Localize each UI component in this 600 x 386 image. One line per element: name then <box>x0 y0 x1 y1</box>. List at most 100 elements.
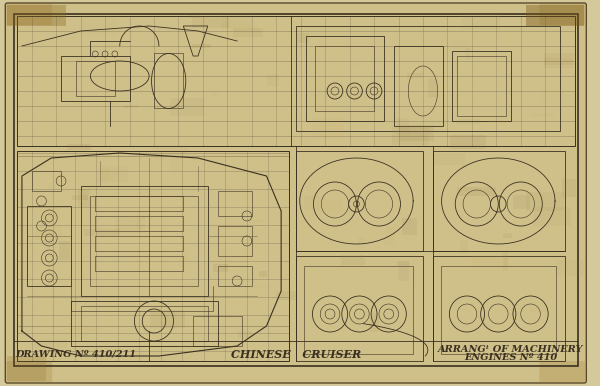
Bar <box>296 151 423 251</box>
Bar <box>259 271 268 277</box>
Bar <box>557 260 585 276</box>
FancyBboxPatch shape <box>5 3 586 383</box>
Bar <box>530 308 547 313</box>
Bar <box>433 256 565 361</box>
Text: ENGINES Nº 410: ENGINES Nº 410 <box>464 354 557 362</box>
FancyBboxPatch shape <box>539 4 586 25</box>
Bar <box>369 313 379 332</box>
Bar <box>465 48 470 60</box>
Bar <box>154 145 188 158</box>
Bar <box>402 218 417 235</box>
Bar <box>67 144 91 150</box>
Bar <box>218 266 252 286</box>
Bar <box>398 261 409 281</box>
Bar <box>540 89 564 103</box>
Bar <box>100 166 128 183</box>
Bar <box>193 44 211 47</box>
Bar <box>78 189 89 207</box>
Bar <box>134 215 141 229</box>
Bar <box>95 216 184 231</box>
Bar <box>238 331 252 338</box>
Bar <box>296 256 423 361</box>
Bar <box>267 74 278 86</box>
Bar <box>95 236 184 251</box>
Bar <box>84 229 120 236</box>
Bar <box>341 255 365 265</box>
Bar <box>462 14 501 29</box>
Bar <box>530 113 554 117</box>
Bar <box>440 266 556 354</box>
Bar <box>79 15 118 35</box>
Bar <box>313 119 343 138</box>
Bar <box>221 24 259 32</box>
Bar <box>544 58 573 68</box>
Text: CHINESE   CRUISER: CHINESE CRUISER <box>230 349 361 359</box>
Bar <box>218 191 252 216</box>
Bar <box>75 191 87 201</box>
Bar <box>351 60 362 69</box>
Bar <box>76 61 115 96</box>
Bar <box>71 301 218 346</box>
Bar <box>7 5 66 26</box>
Bar <box>317 200 341 213</box>
Bar <box>316 46 374 111</box>
Bar <box>73 327 101 332</box>
Bar <box>434 153 465 164</box>
Bar <box>184 283 199 294</box>
Bar <box>35 226 62 240</box>
Bar <box>233 28 263 37</box>
Bar <box>460 240 468 254</box>
Bar <box>40 206 59 222</box>
Bar <box>396 118 409 133</box>
Bar <box>562 178 576 196</box>
Bar <box>456 119 480 124</box>
Bar <box>457 186 496 196</box>
Bar <box>218 249 232 268</box>
Bar <box>453 40 469 49</box>
Bar <box>32 171 61 191</box>
Bar <box>115 217 145 233</box>
FancyBboxPatch shape <box>539 361 586 382</box>
Bar <box>457 56 506 116</box>
Bar <box>281 222 310 229</box>
Bar <box>97 168 110 181</box>
Bar <box>296 33 309 43</box>
Bar <box>398 125 434 141</box>
Bar <box>470 255 508 266</box>
Bar <box>385 227 395 246</box>
Bar <box>526 5 584 26</box>
Bar <box>428 79 437 97</box>
Bar <box>358 237 365 245</box>
Bar <box>250 285 274 288</box>
Bar <box>503 251 508 270</box>
Bar <box>61 56 130 101</box>
Bar <box>450 135 487 149</box>
Bar <box>80 306 208 341</box>
Bar <box>305 36 384 121</box>
Bar <box>304 196 319 210</box>
Bar <box>170 98 203 116</box>
Bar <box>433 151 565 251</box>
Bar <box>397 261 410 267</box>
FancyBboxPatch shape <box>6 4 52 25</box>
Text: ARRANGᵗ OF MACHINERY: ARRANGᵗ OF MACHINERY <box>438 344 584 354</box>
Bar <box>80 186 208 296</box>
Bar <box>304 266 413 354</box>
Bar <box>27 206 71 286</box>
Bar <box>91 196 198 286</box>
Bar <box>182 248 188 261</box>
Bar <box>533 207 571 226</box>
Bar <box>72 195 88 200</box>
Bar <box>212 91 217 96</box>
Bar <box>193 316 242 346</box>
Bar <box>95 196 184 211</box>
Bar <box>526 192 563 211</box>
Bar <box>407 73 424 78</box>
Bar <box>452 51 511 121</box>
Bar <box>95 256 184 271</box>
Bar <box>171 154 181 171</box>
Bar <box>192 16 229 29</box>
Bar <box>192 49 197 65</box>
Bar <box>222 15 252 28</box>
Bar <box>17 151 289 361</box>
